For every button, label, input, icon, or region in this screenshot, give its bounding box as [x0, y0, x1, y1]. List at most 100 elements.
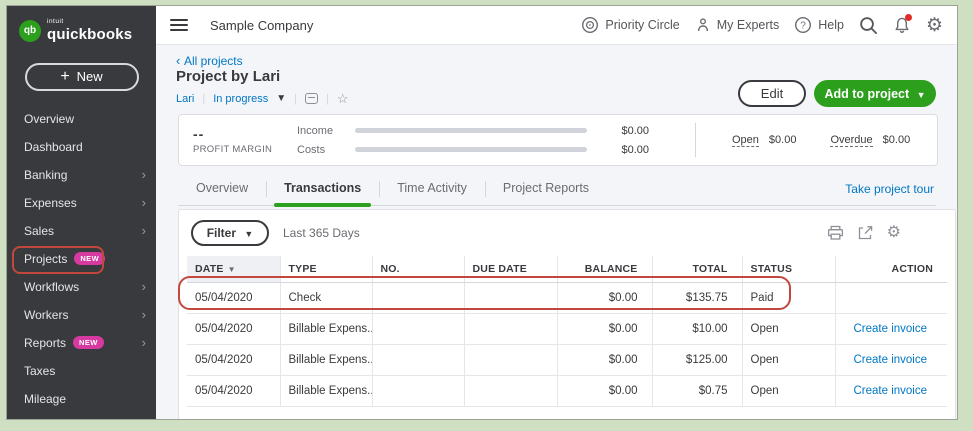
cell-date: 05/04/2020 — [187, 344, 281, 376]
sidebar-item-expenses[interactable]: Expenses › — [7, 189, 156, 217]
header-no[interactable]: NO. — [372, 256, 465, 283]
cell-due-date — [464, 375, 558, 407]
cell-balance: $0.00 — [557, 282, 653, 314]
print-icon[interactable] — [827, 225, 844, 241]
open-amount-value: $0.00 — [768, 134, 797, 146]
sidebar-item-mileage[interactable]: Mileage — [7, 385, 156, 413]
priority-circle-menu[interactable]: Priority Circle — [581, 16, 680, 34]
chevron-right-icon: › — [141, 307, 146, 322]
sidebar-item-dashboard[interactable]: Dashboard — [7, 133, 156, 161]
header-due-date[interactable]: DUE DATE — [464, 256, 558, 283]
filter-button[interactable]: Filter ▼ — [191, 220, 269, 246]
project-summary-card: -- PROFIT MARGIN Income $0.00 Costs $0.0… — [178, 114, 938, 166]
header-balance[interactable]: BALANCE — [557, 256, 653, 283]
plus-icon — [60, 68, 69, 86]
quickbooks-window: qb intuit quickbooks New Overview Dashbo… — [6, 5, 958, 420]
sidebar-item-label: Mileage — [24, 391, 67, 406]
my-experts-menu[interactable]: My Experts — [695, 17, 780, 33]
new-button[interactable]: New — [24, 62, 139, 91]
project-meta-row: Lari | In progress ▼ | | ☆ — [176, 91, 349, 106]
company-name: Sample Company — [210, 17, 314, 33]
sidebar-item-taxes[interactable]: Taxes — [7, 357, 156, 385]
status-dropdown[interactable]: In progress — [213, 92, 269, 105]
sidebar-item-banking[interactable]: Banking › — [7, 161, 156, 189]
table-settings-gear-icon[interactable]: ⚙ — [886, 224, 901, 241]
tab-time-activity[interactable]: Time Activity — [379, 181, 485, 205]
add-to-project-button[interactable]: Add to project ▼ — [814, 80, 936, 107]
cell-no — [372, 282, 465, 314]
table-row[interactable]: 05/04/2020 Billable Expens... $0.00 $0.7… — [187, 375, 947, 407]
table-row[interactable]: 05/04/2020 Check $0.00 $135.75 Paid — [187, 282, 947, 314]
chevron-right-icon: › — [141, 279, 146, 294]
notifications-bell-icon[interactable] — [893, 14, 912, 34]
sidebar-item-overview[interactable]: Overview — [7, 105, 156, 133]
take-project-tour-link[interactable]: Take project tour — [845, 182, 934, 196]
sidebar-item-projects[interactable]: Projects NEW — [7, 245, 156, 273]
help-label: Help — [818, 18, 844, 32]
export-icon[interactable] — [857, 225, 874, 241]
table-row[interactable]: 05/04/2020 Billable Expens... $0.00 $10.… — [187, 313, 947, 345]
sidebar-item-workers[interactable]: Workers › — [7, 301, 156, 329]
sidebar-item-sales[interactable]: Sales › — [7, 217, 156, 245]
search-icon[interactable] — [859, 16, 878, 35]
costs-label: Costs — [297, 143, 326, 156]
tab-transactions[interactable]: Transactions — [266, 181, 379, 207]
header-action[interactable]: ACTION — [835, 256, 947, 283]
create-invoice-link[interactable]: Create invoice — [853, 323, 927, 335]
header-date[interactable]: DATE ▼ — [187, 256, 281, 283]
new-button-label: New — [76, 69, 103, 84]
income-value: $0.00 — [621, 124, 649, 137]
intuit-logo-text: intuit — [47, 18, 64, 25]
tab-project-reports[interactable]: Project Reports — [484, 181, 607, 205]
create-invoice-link[interactable]: Create invoice — [853, 385, 927, 397]
favorite-star-icon[interactable]: ☆ — [336, 91, 349, 106]
cell-total: $135.75 — [652, 282, 743, 314]
sidebar-item-label: Taxes — [24, 363, 56, 378]
status-badge: Open — [742, 313, 836, 345]
table-row[interactable]: 05/04/2020 Billable Expens... $0.00 $125… — [187, 344, 947, 376]
settings-gear-icon[interactable]: ⚙ — [925, 14, 943, 36]
cell-balance: $0.00 — [557, 375, 653, 407]
help-menu[interactable]: ? Help — [794, 16, 844, 34]
notes-icon[interactable] — [305, 93, 318, 104]
date-range-label: Last 365 Days — [283, 226, 360, 240]
sidebar-nav: Overview Dashboard Banking › Expenses › … — [7, 105, 156, 413]
cell-type: Billable Expens... — [280, 375, 373, 407]
sidebar-item-workflows[interactable]: Workflows › — [7, 273, 156, 301]
sidebar-item-reports[interactable]: Reports NEW › — [7, 329, 156, 357]
my-experts-label: My Experts — [716, 18, 780, 32]
chevron-right-icon: › — [141, 167, 146, 182]
sidebar-item-label: Overview — [24, 111, 75, 126]
main-area: Sample Company Priority Circle My Expert… — [156, 6, 957, 419]
table-header-row: DATE ▼ TYPE NO. DUE DATE BALANCE TOTAL ST… — [187, 256, 947, 283]
cell-date: 05/04/2020 — [187, 375, 281, 407]
header-status[interactable]: STATUS — [742, 256, 836, 283]
costs-value: $0.00 — [621, 143, 649, 156]
edit-button[interactable]: Edit — [738, 80, 806, 107]
sidebar-item-label: Expenses — [24, 195, 77, 210]
sidebar-item-label: Banking — [24, 167, 68, 182]
cell-no — [372, 313, 465, 345]
sidebar: qb intuit quickbooks New Overview Dashbo… — [7, 6, 156, 419]
chevron-right-icon: › — [141, 195, 146, 210]
transactions-table: DATE ▼ TYPE NO. DUE DATE BALANCE TOTAL ST… — [187, 256, 947, 407]
tab-overview[interactable]: Overview — [196, 181, 249, 195]
header-type[interactable]: TYPE — [280, 256, 373, 283]
sidebar-item-label: Workers — [24, 307, 69, 322]
sidebar-item-label: Sales — [24, 223, 55, 238]
header-total[interactable]: TOTAL — [652, 256, 743, 283]
cell-balance: $0.00 — [557, 344, 653, 376]
cell-action — [835, 282, 947, 314]
breadcrumb-all-projects[interactable]: All projects — [176, 53, 243, 68]
hamburger-menu-icon[interactable] — [170, 19, 188, 31]
customer-link[interactable]: Lari — [176, 92, 195, 105]
summary-divider — [695, 123, 696, 157]
overdue-amount-link[interactable]: Overdue — [830, 133, 873, 147]
sidebar-item-label: Dashboard — [24, 139, 83, 154]
open-amount-link[interactable]: Open — [732, 133, 759, 147]
income-bar — [355, 128, 587, 133]
chevron-down-icon[interactable]: ▼ — [276, 93, 287, 104]
cell-due-date — [464, 344, 558, 376]
create-invoice-link[interactable]: Create invoice — [853, 354, 927, 366]
